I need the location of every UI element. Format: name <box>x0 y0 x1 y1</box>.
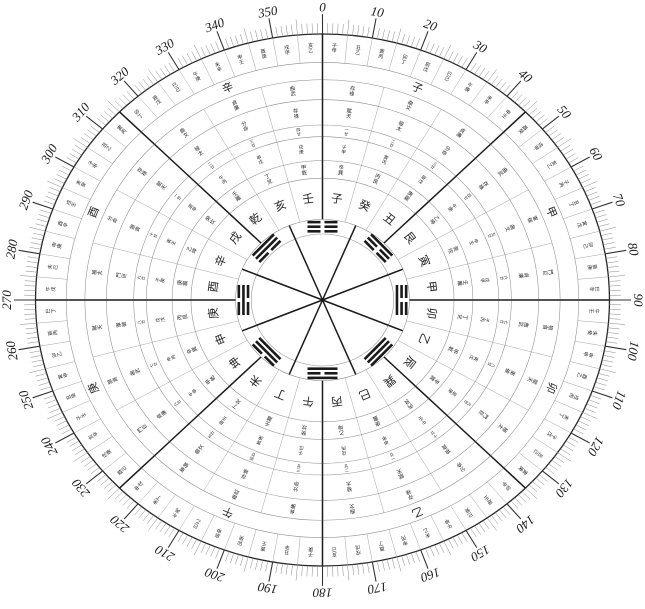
svg-text:巳: 巳 <box>593 286 599 291</box>
svg-text:六: 六 <box>503 275 509 280</box>
svg-text:180: 180 <box>312 585 332 600</box>
svg-text:七: 七 <box>503 320 509 325</box>
svg-text:90: 90 <box>631 294 645 308</box>
svg-text:甲: 甲 <box>424 280 437 293</box>
svg-text:亥: 亥 <box>332 551 337 558</box>
svg-text:子: 子 <box>330 192 343 206</box>
svg-text:丁: 丁 <box>461 314 469 320</box>
svg-text:丑: 丑 <box>355 45 361 52</box>
svg-text:丑: 丑 <box>284 549 290 556</box>
svg-text:辰: 辰 <box>48 330 55 336</box>
svg-text:0: 0 <box>319 0 326 15</box>
svg-text:亥: 亥 <box>308 42 313 49</box>
svg-text:門: 門 <box>546 269 554 275</box>
svg-text:戌: 戌 <box>355 549 361 557</box>
svg-text:辰: 辰 <box>591 264 598 270</box>
svg-text:軍: 軍 <box>115 322 123 328</box>
svg-text:未: 未 <box>591 330 599 336</box>
svg-text:270: 270 <box>0 290 14 310</box>
svg-text:巳: 巳 <box>46 308 52 313</box>
svg-text:酉: 酉 <box>208 280 221 293</box>
svg-text:卯: 卯 <box>424 307 438 320</box>
svg-text:八: 八 <box>136 320 141 325</box>
svg-text:未: 未 <box>47 264 55 270</box>
svg-text:三: 三 <box>296 468 301 473</box>
svg-text:九: 九 <box>135 275 141 280</box>
svg-text:二: 二 <box>344 468 349 473</box>
svg-text:丙: 丙 <box>330 394 343 407</box>
svg-text:四: 四 <box>296 127 301 132</box>
svg-text:戌: 戌 <box>284 44 290 52</box>
svg-text:子: 子 <box>308 551 313 558</box>
svg-text:丙: 丙 <box>176 314 184 320</box>
svg-text:庚: 庚 <box>206 306 221 320</box>
svg-text:壬: 壬 <box>302 192 315 206</box>
svg-text:午: 午 <box>302 394 315 408</box>
svg-text:乙: 乙 <box>338 429 344 437</box>
svg-text:子: 子 <box>332 42 337 49</box>
svg-text:甲: 甲 <box>301 164 307 172</box>
svg-text:午: 午 <box>593 308 600 313</box>
svg-text:午: 午 <box>45 286 52 291</box>
svg-text:一: 一 <box>344 127 349 132</box>
svg-text:門: 門 <box>115 272 123 278</box>
